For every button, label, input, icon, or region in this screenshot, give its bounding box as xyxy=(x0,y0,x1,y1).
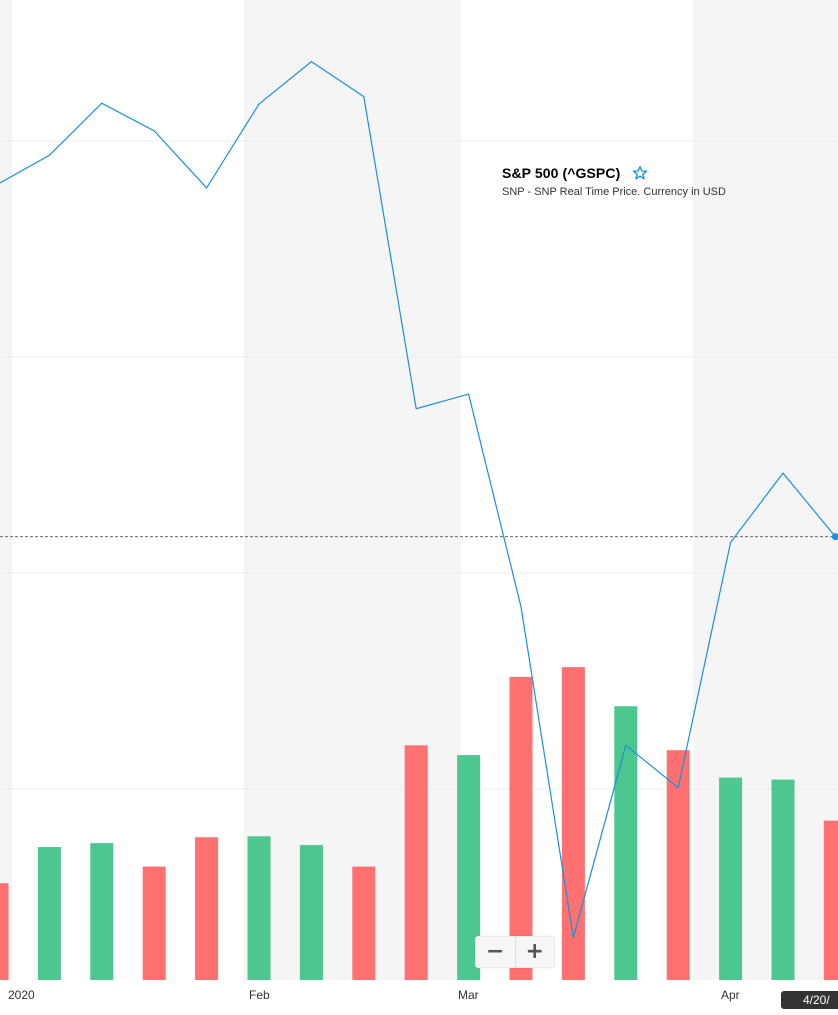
month-shade xyxy=(693,0,838,980)
volume-bar xyxy=(614,706,638,980)
chart-title-block: S&P 500 (^GSPC) SNP - SNP Real Time Pric… xyxy=(502,165,726,198)
price-line xyxy=(0,60,836,938)
x-tick-label: Mar xyxy=(458,988,479,1002)
x-tick-label: Feb xyxy=(249,988,270,1002)
volume-bar xyxy=(195,837,219,980)
volume-bar xyxy=(37,847,61,980)
month-shade xyxy=(244,0,462,980)
volume-bar xyxy=(352,866,376,980)
volume-bar xyxy=(823,820,838,980)
crosshair-point xyxy=(831,533,838,541)
volume-bar xyxy=(404,745,428,980)
volume-bar xyxy=(509,676,533,980)
volume-bar xyxy=(771,779,795,980)
volume-bar xyxy=(666,750,690,980)
volume-bar xyxy=(142,866,166,980)
volume-bar xyxy=(0,883,9,980)
volume-bar xyxy=(457,755,481,980)
crosshair xyxy=(0,533,838,541)
price-line-layer xyxy=(0,60,836,938)
volume-bar xyxy=(719,777,743,980)
volume-bars xyxy=(0,667,838,980)
volume-bar xyxy=(299,845,323,980)
zoom-controls: − + xyxy=(475,936,555,968)
chart-title: S&P 500 (^GSPC) xyxy=(502,165,621,181)
volume-bar xyxy=(247,836,271,980)
volume-bar xyxy=(90,843,114,980)
volume-bar xyxy=(561,667,585,980)
x-tick-label: Apr xyxy=(721,988,740,1002)
x-tick-label: 2020 xyxy=(8,988,35,1002)
zoom-out-button[interactable]: − xyxy=(486,939,505,964)
star-icon[interactable] xyxy=(632,165,648,181)
month-shade xyxy=(0,0,12,980)
zoom-in-button[interactable]: + xyxy=(514,937,555,967)
crosshair-date-badge: 4/20/ xyxy=(781,991,838,1009)
chart-subtitle: SNP - SNP Real Time Price. Currency in U… xyxy=(502,186,726,198)
